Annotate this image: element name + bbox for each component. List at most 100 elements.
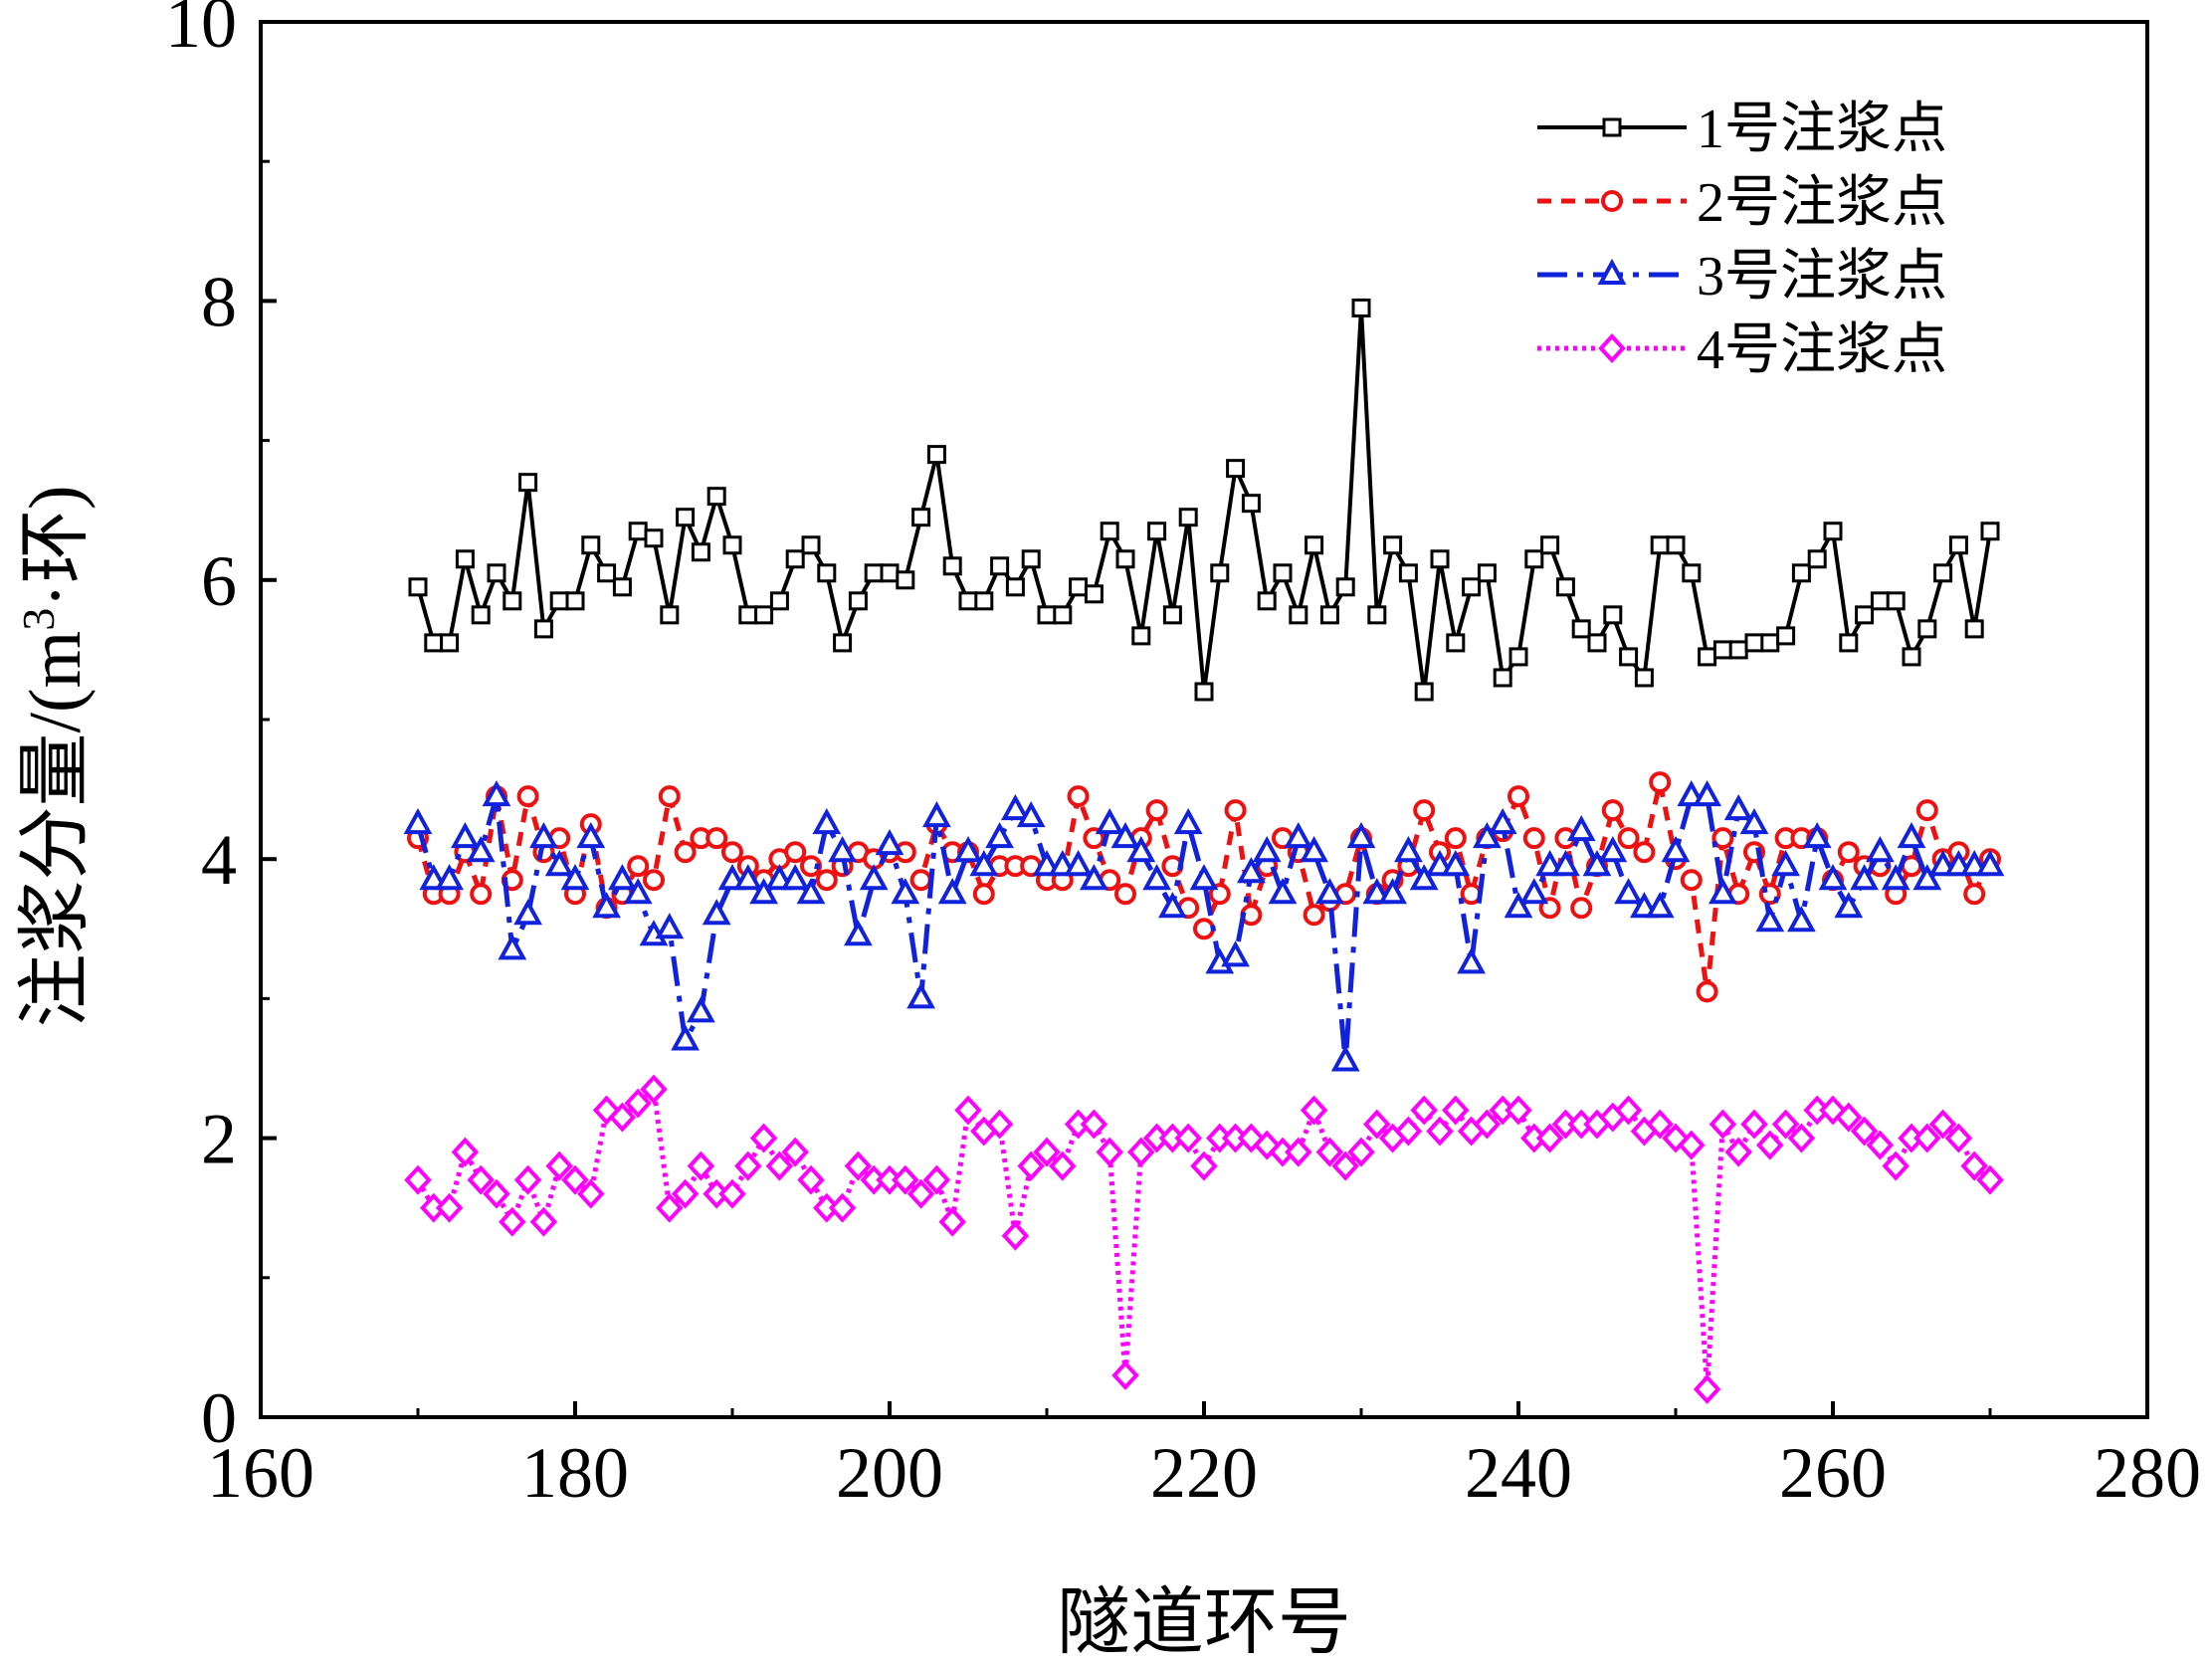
data-point <box>623 878 653 905</box>
data-point <box>643 869 665 892</box>
data-point <box>1850 1116 1879 1146</box>
data-point <box>1069 577 1089 597</box>
data-point <box>644 528 664 548</box>
data-point <box>974 591 994 611</box>
data-point <box>892 1164 919 1195</box>
data-point <box>953 836 983 863</box>
data-point <box>942 556 962 576</box>
data-point <box>687 1150 715 1181</box>
data-point <box>1190 1150 1218 1181</box>
data-point <box>769 591 789 611</box>
data-point <box>985 822 1014 849</box>
data-point <box>597 563 617 583</box>
data-point <box>1744 633 1764 653</box>
data-point <box>1912 864 1942 891</box>
data-point <box>864 563 884 583</box>
data-point <box>471 605 491 625</box>
data-point <box>676 508 696 527</box>
series-layer <box>403 298 2005 1404</box>
data-point <box>671 1024 700 1051</box>
data-point <box>1473 1109 1502 1140</box>
data-point <box>891 878 920 905</box>
data-point <box>608 1102 637 1133</box>
data-point <box>705 827 728 850</box>
data-point <box>1661 836 1691 863</box>
data-point <box>1504 892 1533 919</box>
data-point <box>990 556 1010 576</box>
data-point <box>1178 508 1198 527</box>
data-point <box>765 1150 794 1181</box>
data-point <box>1680 869 1703 892</box>
data-point <box>1145 799 1168 822</box>
data-point <box>1285 1137 1312 1167</box>
data-point <box>1142 864 1171 891</box>
y-tick-label: 10 <box>165 0 237 63</box>
data-point <box>1252 836 1282 863</box>
data-point <box>1771 1109 1800 1140</box>
data-point <box>483 1178 510 1209</box>
data-point <box>911 508 931 527</box>
data-point <box>1740 1109 1768 1140</box>
data-point <box>1268 878 1298 905</box>
data-point <box>828 836 857 863</box>
data-point <box>518 473 538 493</box>
legend-label: 4号注浆点 <box>1697 319 1947 381</box>
x-tick-label: 220 <box>1150 1433 1258 1513</box>
data-point <box>1131 626 1151 646</box>
data-point <box>1114 883 1136 906</box>
data-point <box>1363 1109 1391 1140</box>
data-point <box>1409 864 1439 891</box>
legend-swatch-marker <box>1602 117 1622 137</box>
x-tick-label: 260 <box>1779 1433 1887 1513</box>
data-point <box>844 1150 873 1181</box>
y-tick-label: 4 <box>201 820 237 900</box>
data-point <box>738 605 758 625</box>
data-point <box>985 1109 1014 1140</box>
data-point <box>408 577 428 597</box>
data-point <box>1053 605 1073 625</box>
data-point <box>451 1137 480 1167</box>
data-point <box>1540 535 1560 555</box>
data-point <box>1378 878 1407 905</box>
data-point <box>1096 1137 1123 1167</box>
data-point <box>1016 800 1046 828</box>
data-point <box>1210 563 1230 583</box>
data-point <box>880 563 900 583</box>
data-point <box>1739 807 1769 835</box>
data-point <box>1049 1150 1077 1181</box>
data-point <box>1855 605 1875 625</box>
data-point <box>926 445 946 465</box>
data-point <box>503 591 522 611</box>
data-point <box>1566 815 1596 842</box>
data-point <box>1712 640 1732 660</box>
data-point <box>470 883 493 906</box>
data-point <box>1633 841 1656 864</box>
data-point <box>660 605 680 625</box>
data-point <box>1960 1150 1988 1181</box>
data-point <box>1980 521 2000 541</box>
data-point <box>1347 1137 1375 1167</box>
data-point <box>499 1206 526 1237</box>
data-point <box>560 864 590 891</box>
data-point <box>544 850 574 877</box>
data-point <box>1866 1130 1895 1160</box>
data-point <box>1614 1095 1643 1126</box>
data-point <box>1346 822 1376 849</box>
data-point <box>722 535 742 555</box>
data-point <box>969 850 999 877</box>
data-point <box>577 1178 605 1209</box>
data-point <box>1110 822 1140 849</box>
data-point <box>1944 1123 1973 1153</box>
data-point <box>1723 793 1753 821</box>
data-point <box>1300 1095 1328 1126</box>
data-point <box>1915 799 1938 822</box>
data-point <box>440 633 460 653</box>
data-point <box>754 605 774 625</box>
data-point <box>1305 535 1324 555</box>
data-point <box>749 1123 778 1153</box>
data-point <box>466 836 496 863</box>
data-point <box>655 913 685 939</box>
data-point <box>656 1192 684 1223</box>
data-point <box>1080 1109 1108 1140</box>
